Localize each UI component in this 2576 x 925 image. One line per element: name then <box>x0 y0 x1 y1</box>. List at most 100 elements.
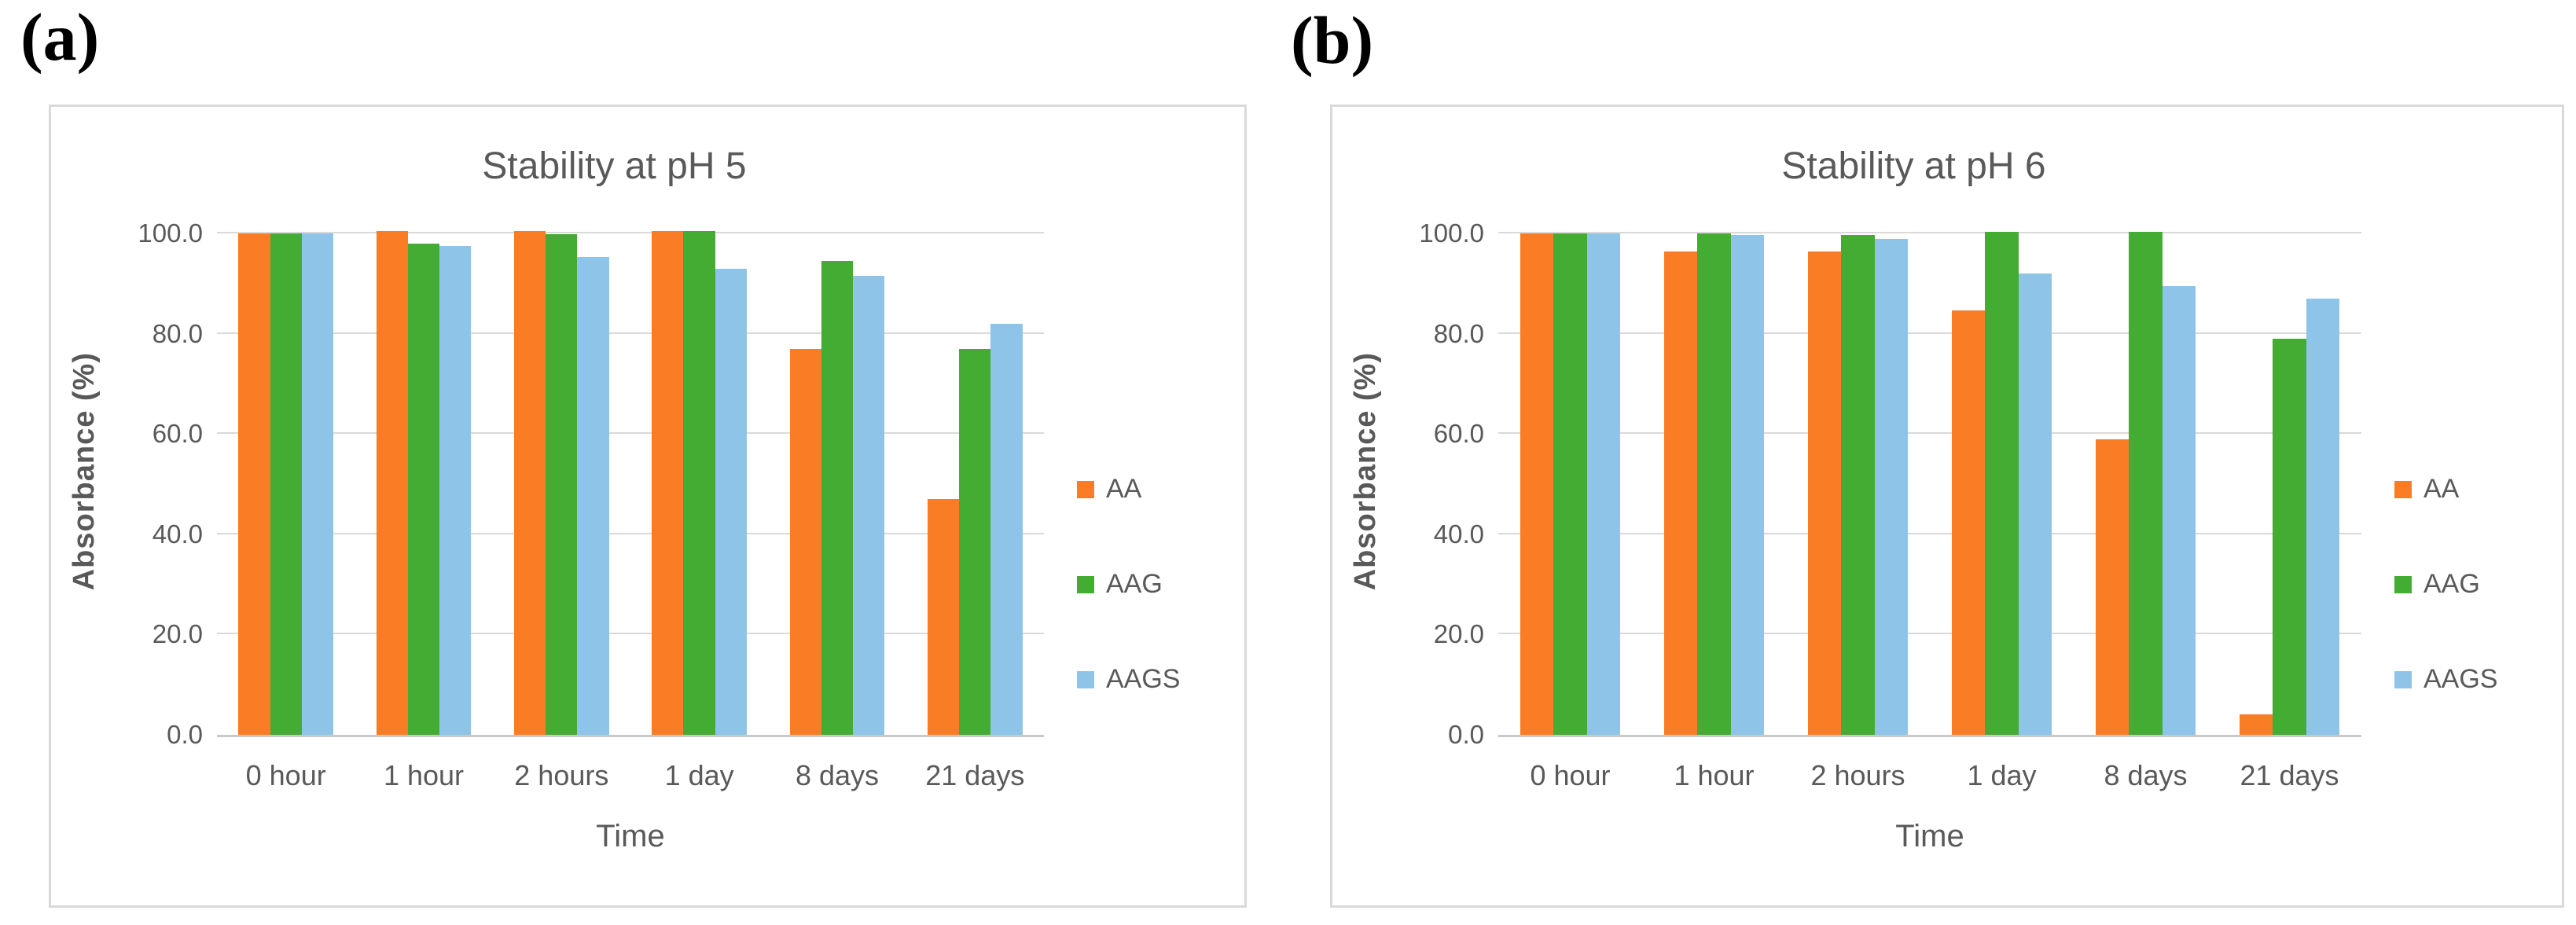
bar-group-1-hour <box>355 208 492 735</box>
legend-label-AAGS: AAGS <box>2423 664 2498 694</box>
x-tick-label: 21 days <box>2240 759 2339 791</box>
x-tick-label: 0 hour <box>1530 759 1611 791</box>
x-axis-title: Time <box>596 819 665 853</box>
legend-swatch-AAG <box>2394 575 2412 593</box>
x-axis-ticks: 0 hour 1 hour 2 hours 1 day 8 days 21 days <box>217 759 1044 792</box>
bar-AAG-1-day <box>1985 232 2019 735</box>
bar-AA-8-days <box>789 348 821 735</box>
legend-item-AAG: AAG <box>2394 569 2562 600</box>
x-axis-ticks: 0 hour 1 hour 2 hours 1 day 8 days 21 days <box>1498 759 2361 792</box>
plot-area <box>217 208 1044 737</box>
y-tick-label: 100.0 <box>138 218 203 248</box>
bar-AAG-8-days <box>2129 232 2163 735</box>
bar-AAG-21-days <box>959 348 991 735</box>
panel-label-b: (b) <box>1291 2 1374 78</box>
bar-AA-1-day <box>652 231 684 735</box>
y-tick-label: 60.0 <box>1433 419 1484 449</box>
bar-AAGS-1-hour <box>439 245 472 735</box>
chart-panel-ph5: Stability at pH 5 Absorbance (%) 0.0 20.0… <box>49 105 1247 908</box>
gridline <box>217 532 1044 534</box>
x-tick-label: 1 hour <box>1674 759 1755 791</box>
legend-item-AAGS: AAGS <box>2394 664 2562 695</box>
gridline <box>1498 633 2361 635</box>
bar-AA-1-day <box>1952 310 1986 735</box>
y-axis-title: Absorbance (%) <box>67 352 101 591</box>
bar-AAGS-1-day <box>2018 273 2052 735</box>
chart-panel-ph6: Stability at pH 6 Absorbance (%) 0.0 20.0… <box>1330 105 2564 908</box>
gridline <box>217 231 1044 233</box>
legend-item-AAG: AAG <box>1077 569 1244 600</box>
bar-AA-8-days <box>2096 439 2130 735</box>
bar-group-1-hour <box>1642 208 1786 735</box>
bar-AAGS-0-hour <box>1586 233 1620 735</box>
bar-group-1-day <box>1930 208 2074 735</box>
legend-label-AAGS: AAGS <box>1106 664 1181 694</box>
x-tick-label: 21 days <box>925 759 1025 791</box>
legend-label-AAG: AAG <box>1106 569 1163 599</box>
legend-label-AA: AA <box>1106 474 1142 504</box>
bar-AAGS-21-days <box>990 323 1023 735</box>
gridline <box>217 432 1044 435</box>
legend: AA AAG AAGS <box>2361 208 2562 905</box>
chart-title: Stability at pH 5 <box>482 145 747 187</box>
bar-AAG-0-hour <box>270 233 302 735</box>
bar-AAG-1-hour <box>407 243 440 735</box>
bar-AAGS-1-day <box>715 268 748 735</box>
x-tick-label: 1 day <box>664 759 734 791</box>
bar-AA-21-days <box>2240 714 2273 735</box>
gridline <box>1498 332 2361 334</box>
legend-label-AA: AA <box>2423 474 2460 504</box>
bar-AAG-8-days <box>821 261 854 735</box>
gridline <box>217 332 1044 334</box>
legend-item-AA: AA <box>2394 474 2562 505</box>
legend-swatch-AA <box>1077 480 1094 498</box>
y-tick-label: 80.0 <box>1433 318 1484 348</box>
bar-AAG-2-hours <box>1841 234 1875 735</box>
legend-item-AAGS: AAGS <box>1077 664 1244 695</box>
y-tick-label: 100.0 <box>1419 218 1484 248</box>
x-tick-label: 2 hours <box>514 759 609 791</box>
bar-AA-0-hour <box>238 233 270 735</box>
panel-label-a: (a) <box>20 0 100 75</box>
bar-AA-21-days <box>927 499 960 735</box>
legend-swatch-AA <box>2394 480 2412 498</box>
x-tick-label: 1 day <box>1967 759 2037 791</box>
bar-AAG-0-hour <box>1553 233 1587 735</box>
bar-AA-2-hours <box>1808 251 1842 735</box>
bar-AA-0-hour <box>1520 233 1554 735</box>
plot-column: 0 hour 1 hour 2 hours 1 day 8 days 21 days Ti… <box>1498 208 2361 854</box>
bar-AAGS-2-hours <box>577 256 609 735</box>
bar-AA-1-hour <box>1664 251 1698 735</box>
chart-body: Absorbance (%) 0.0 20.0 40.0 60.0 80.0 100.0 … <box>51 208 1244 905</box>
x-tick-label: 2 hours <box>1810 759 1905 791</box>
y-tick-label: 40.0 <box>1433 519 1484 549</box>
y-tick-label: 80.0 <box>152 318 203 348</box>
y-axis-title: Absorbance (%) <box>1348 352 1382 591</box>
x-tick-label: 1 hour <box>383 759 465 791</box>
bar-AA-2-hours <box>513 231 546 735</box>
bar-group-8-days <box>2074 208 2218 735</box>
legend-swatch-AAG <box>1077 575 1094 593</box>
bar-group-0-hour <box>217 208 355 735</box>
bar-group-1-day <box>630 208 768 735</box>
bar-AA-1-hour <box>376 231 408 735</box>
bar-AAGS-21-days <box>2306 298 2339 735</box>
y-tick-label: 60.0 <box>152 419 203 449</box>
y-axis-ticks: 0.0 20.0 40.0 60.0 80.0 100.0 <box>111 208 217 749</box>
bar-group-2-hours <box>1786 208 1930 735</box>
y-tick-label: 0.0 <box>1448 720 1484 749</box>
x-axis-title: Time <box>1895 819 1964 853</box>
y-axis-title-column: Absorbance (%) <box>1339 208 1392 735</box>
gridline <box>1498 432 2361 435</box>
bar-AAGS-2-hours <box>1874 238 1908 735</box>
legend-label-AAG: AAG <box>2423 569 2480 599</box>
bar-AAG-21-days <box>2273 338 2306 735</box>
legend-swatch-AAGS <box>2394 670 2412 688</box>
gridline <box>1498 231 2361 233</box>
chart-title: Stability at pH 6 <box>1781 145 2046 187</box>
y-axis-title-column: Absorbance (%) <box>57 208 111 735</box>
plot-area <box>1498 208 2361 737</box>
bar-AAGS-8-days <box>853 276 885 735</box>
y-tick-label: 40.0 <box>152 519 203 549</box>
